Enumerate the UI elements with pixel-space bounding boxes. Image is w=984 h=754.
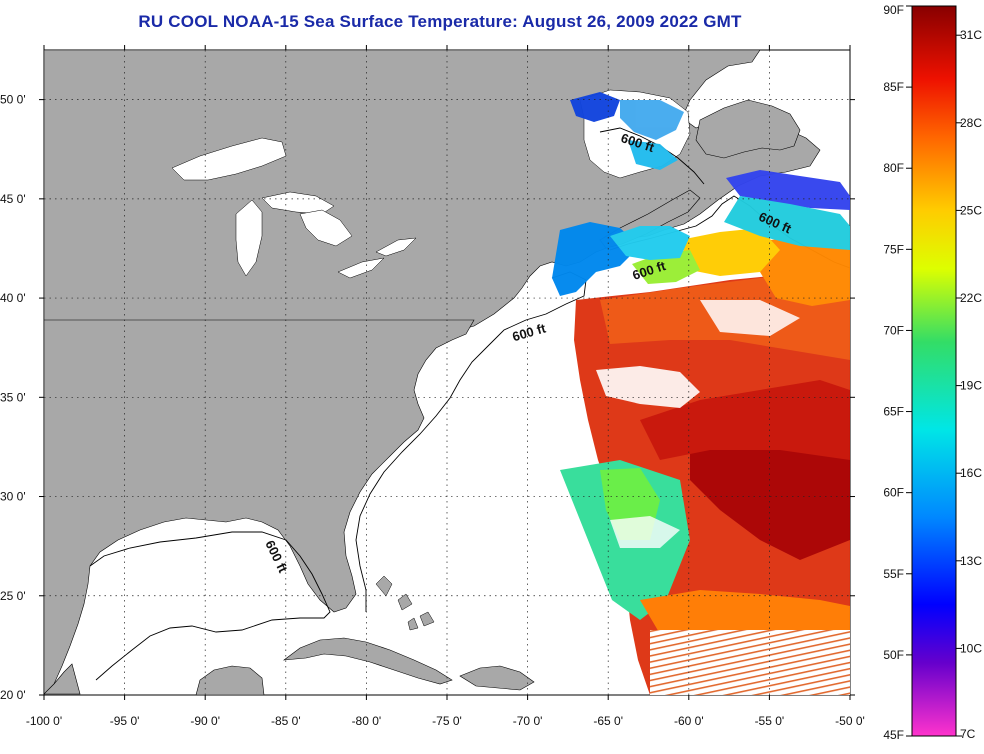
lat-tick-label: 25 0': [0, 589, 26, 603]
lat-tick-label: 35 0': [0, 390, 26, 404]
colorbar: [911, 5, 957, 737]
land-yucatan: [44, 663, 81, 695]
land-cuba: [282, 637, 453, 685]
land-newfoundland: [695, 99, 801, 159]
lon-tick-label: -55 0': [755, 714, 785, 728]
colorbar-f-label: 60F: [883, 486, 904, 500]
land-bahamas: [375, 575, 435, 631]
lon-tick-label: -75 0': [432, 714, 462, 728]
land-hispaniola: [459, 665, 535, 691]
great-lakes: [171, 137, 417, 279]
colorbar-fahrenheit-labels: 90F 85F 80F 75F 70F 65F 60F 55F 50F 45F: [883, 3, 912, 742]
colorbar-c-label: 19C: [960, 379, 982, 393]
colorbar-c-label: 31C: [960, 28, 982, 42]
lon-tick-label: -65 0': [593, 714, 623, 728]
colorbar-c-label: 7C: [960, 727, 976, 741]
colorbar-f-label: 55F: [883, 567, 904, 581]
colorbar-f-label: 85F: [883, 80, 904, 94]
lon-tick-label: -80 0': [352, 714, 382, 728]
lat-tick-label: 30 0': [0, 490, 26, 504]
lat-tick-label: 50 0': [0, 93, 26, 107]
colorbar-c-label: 10C: [960, 641, 982, 655]
colorbar-c-label: 16C: [960, 466, 982, 480]
land-yucatan-peninsula: [195, 665, 265, 695]
colorbar-f-label: 80F: [883, 161, 904, 175]
lat-tick-label: 45 0': [0, 192, 26, 206]
colorbar-c-label: 22C: [960, 291, 982, 305]
lat-tick-label: 20 0': [0, 688, 26, 702]
lon-tick-label: -95 0': [110, 714, 140, 728]
colorbar-f-label: 70F: [883, 323, 904, 337]
lon-tick-label: -60 0': [674, 714, 704, 728]
lon-tick-label: -70 0': [513, 714, 543, 728]
colorbar-f-label: 45F: [883, 728, 904, 742]
map-title: RU COOL NOAA-15 Sea Surface Temperature:…: [138, 12, 742, 31]
colorbar-f-label: 50F: [883, 648, 904, 662]
colorbar-c-label: 25C: [960, 203, 982, 217]
longitude-axis: -100 0' -95 0' -90 0' -85 0' -80 0' -75 0' -70…: [26, 45, 865, 728]
lon-tick-label: -90 0': [190, 714, 220, 728]
latitude-axis: 50 0' 45 0' 40 0' 35 0' 30 0' 25 0' 20 0': [0, 93, 855, 702]
colorbar-c-label: 28C: [960, 116, 982, 130]
sst-data-overlay: [552, 92, 850, 695]
colorbar-c-label: 13C: [960, 554, 982, 568]
colorbar-f-label: 65F: [883, 405, 904, 419]
lat-tick-label: 40 0': [0, 291, 26, 305]
colorbar-f-label: 90F: [883, 3, 904, 17]
lon-tick-label: -50 0': [835, 714, 865, 728]
colorbar-celsius-labels: 31C 28C 25C 22C 19C 16C 13C 10C 7C: [956, 28, 982, 741]
lon-tick-label: -100 0': [26, 714, 62, 728]
colorbar-f-label: 75F: [883, 242, 904, 256]
map-gridlines: [44, 50, 850, 695]
lon-tick-label: -85 0': [271, 714, 301, 728]
